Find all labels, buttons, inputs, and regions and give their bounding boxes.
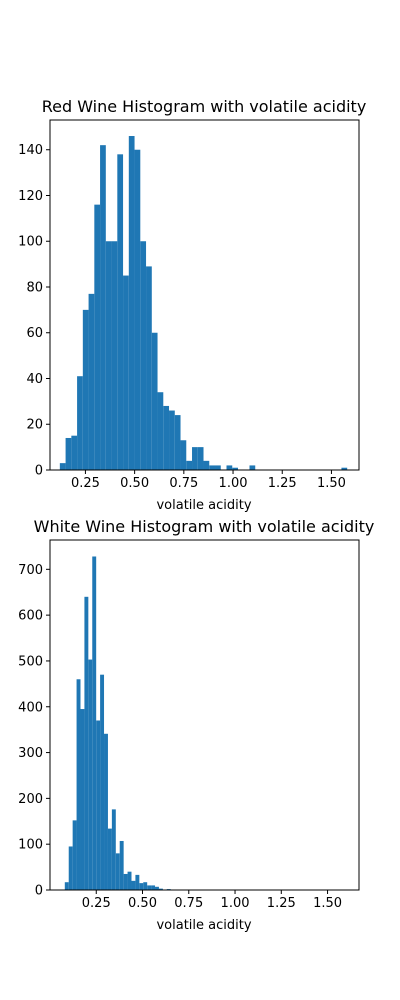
white-wine-histogram: White Wine Histogram with volatile acidi… [18,517,374,933]
histogram-bar [80,709,85,890]
histogram-bar [77,376,83,470]
histogram-bar [139,883,144,890]
histogram-bar [64,882,69,890]
histogram-bar [151,885,156,890]
bars-group [64,556,340,890]
histogram-bar [232,467,238,470]
histogram-bar [111,809,116,890]
x-tick-label: 0.50 [128,896,157,911]
x-axis-label: volatile acidity [156,918,251,933]
histogram-bar [71,435,78,470]
x-tick-label: 1.00 [219,476,248,491]
chart-title: White Wine Histogram with volatile acidi… [34,517,375,536]
histogram-bar [105,241,112,470]
y-tick-label: 120 [18,189,43,204]
histogram-bar [157,392,164,470]
x-tick-label: 0.75 [169,476,198,491]
ticks-group: 0.25 0.50 0.75 1.00 1.25 1.50 0 20 40 60 80 100 120 1… [18,143,346,491]
x-tick-label: 0.25 [71,476,100,491]
y-tick-label: 0 [35,884,43,899]
histogram-bar [249,465,256,470]
y-tick-label: 20 [26,418,43,433]
histogram-bar [215,465,221,470]
histogram-bar [186,460,193,470]
histogram-bar [174,415,181,470]
chart-title: Red Wine Histogram with volatile acidity [42,97,367,116]
histogram-bar [155,886,159,890]
histogram-bar [115,853,120,890]
histogram-bar [88,659,93,890]
x-tick-label: 1.25 [267,896,296,911]
y-tick-label: 200 [18,792,43,807]
histogram-bar [192,447,198,470]
histogram-bar [158,888,163,890]
histogram-bar [84,596,89,890]
axes-frame [49,119,360,471]
histogram-bar [127,871,132,890]
histogram-bar [226,465,233,470]
histogram-bar [203,460,210,470]
histogram-bar [197,447,204,470]
y-tick-label: 80 [26,280,43,295]
histogram-bar [134,149,141,470]
histogram-bar [123,275,129,470]
y-tick-label: 600 [18,609,43,624]
y-tick-label: 400 [18,700,43,715]
histogram-bar [128,136,135,471]
x-axis-label: volatile acidity [156,498,251,513]
histogram-bar [65,437,72,470]
y-tick-label: 140 [18,143,43,158]
x-tick-label: 1.50 [317,476,346,491]
y-tick-label: 700 [18,563,43,578]
x-tick-label: 1.50 [313,896,342,911]
y-tick-label: 60 [26,326,43,341]
x-tick-label: 0.50 [120,476,149,491]
y-tick-label: 300 [18,746,43,761]
histogram-bar [147,885,152,890]
histogram-bar [82,309,89,470]
bars-group [59,136,348,471]
histogram-bar [135,874,140,890]
histogram-bar [76,679,81,890]
histogram-bar [131,880,136,890]
histogram-bar [111,241,118,470]
histogram-bar [104,733,108,890]
y-tick-label: 100 [18,235,43,250]
histogram-bar [169,410,175,470]
histogram-bar [88,293,95,470]
histogram-bar [140,241,147,470]
histogram-bar [341,467,348,470]
x-tick-label: 0.25 [82,896,111,911]
histogram-bar [209,465,216,470]
histogram-bar [146,266,152,470]
x-tick-label: 0.75 [174,896,203,911]
histogram-bar [163,405,170,470]
histogram-bar [94,204,101,471]
histogram-bar [117,154,124,470]
histogram-bar [72,820,77,890]
histogram-bar [119,840,124,890]
y-tick-label: 100 [18,838,43,853]
histogram-bar [100,145,106,470]
histogram-bar [123,873,128,890]
histogram-bar [92,556,97,890]
ticks-group: 0.25 0.50 0.75 1.00 1.25 1.50 0 100 200 300 400 500… [18,563,342,911]
histogram-bar [59,463,66,470]
histogram-bar [68,846,73,890]
histogram-bar [180,440,187,470]
histogram-bar [151,332,158,470]
histogram-bar [143,882,148,890]
histogram-bar [107,828,112,890]
y-tick-label: 40 [26,372,43,387]
histogram-bar [100,674,105,890]
y-tick-label: 0 [35,464,43,479]
x-tick-label: 1.00 [221,896,250,911]
red-wine-histogram: Red Wine Histogram with volatile acidity… [18,97,366,513]
y-tick-label: 500 [18,654,43,669]
axes-frame [49,539,360,891]
x-tick-label: 1.25 [268,476,297,491]
histogram-bar [96,720,101,890]
